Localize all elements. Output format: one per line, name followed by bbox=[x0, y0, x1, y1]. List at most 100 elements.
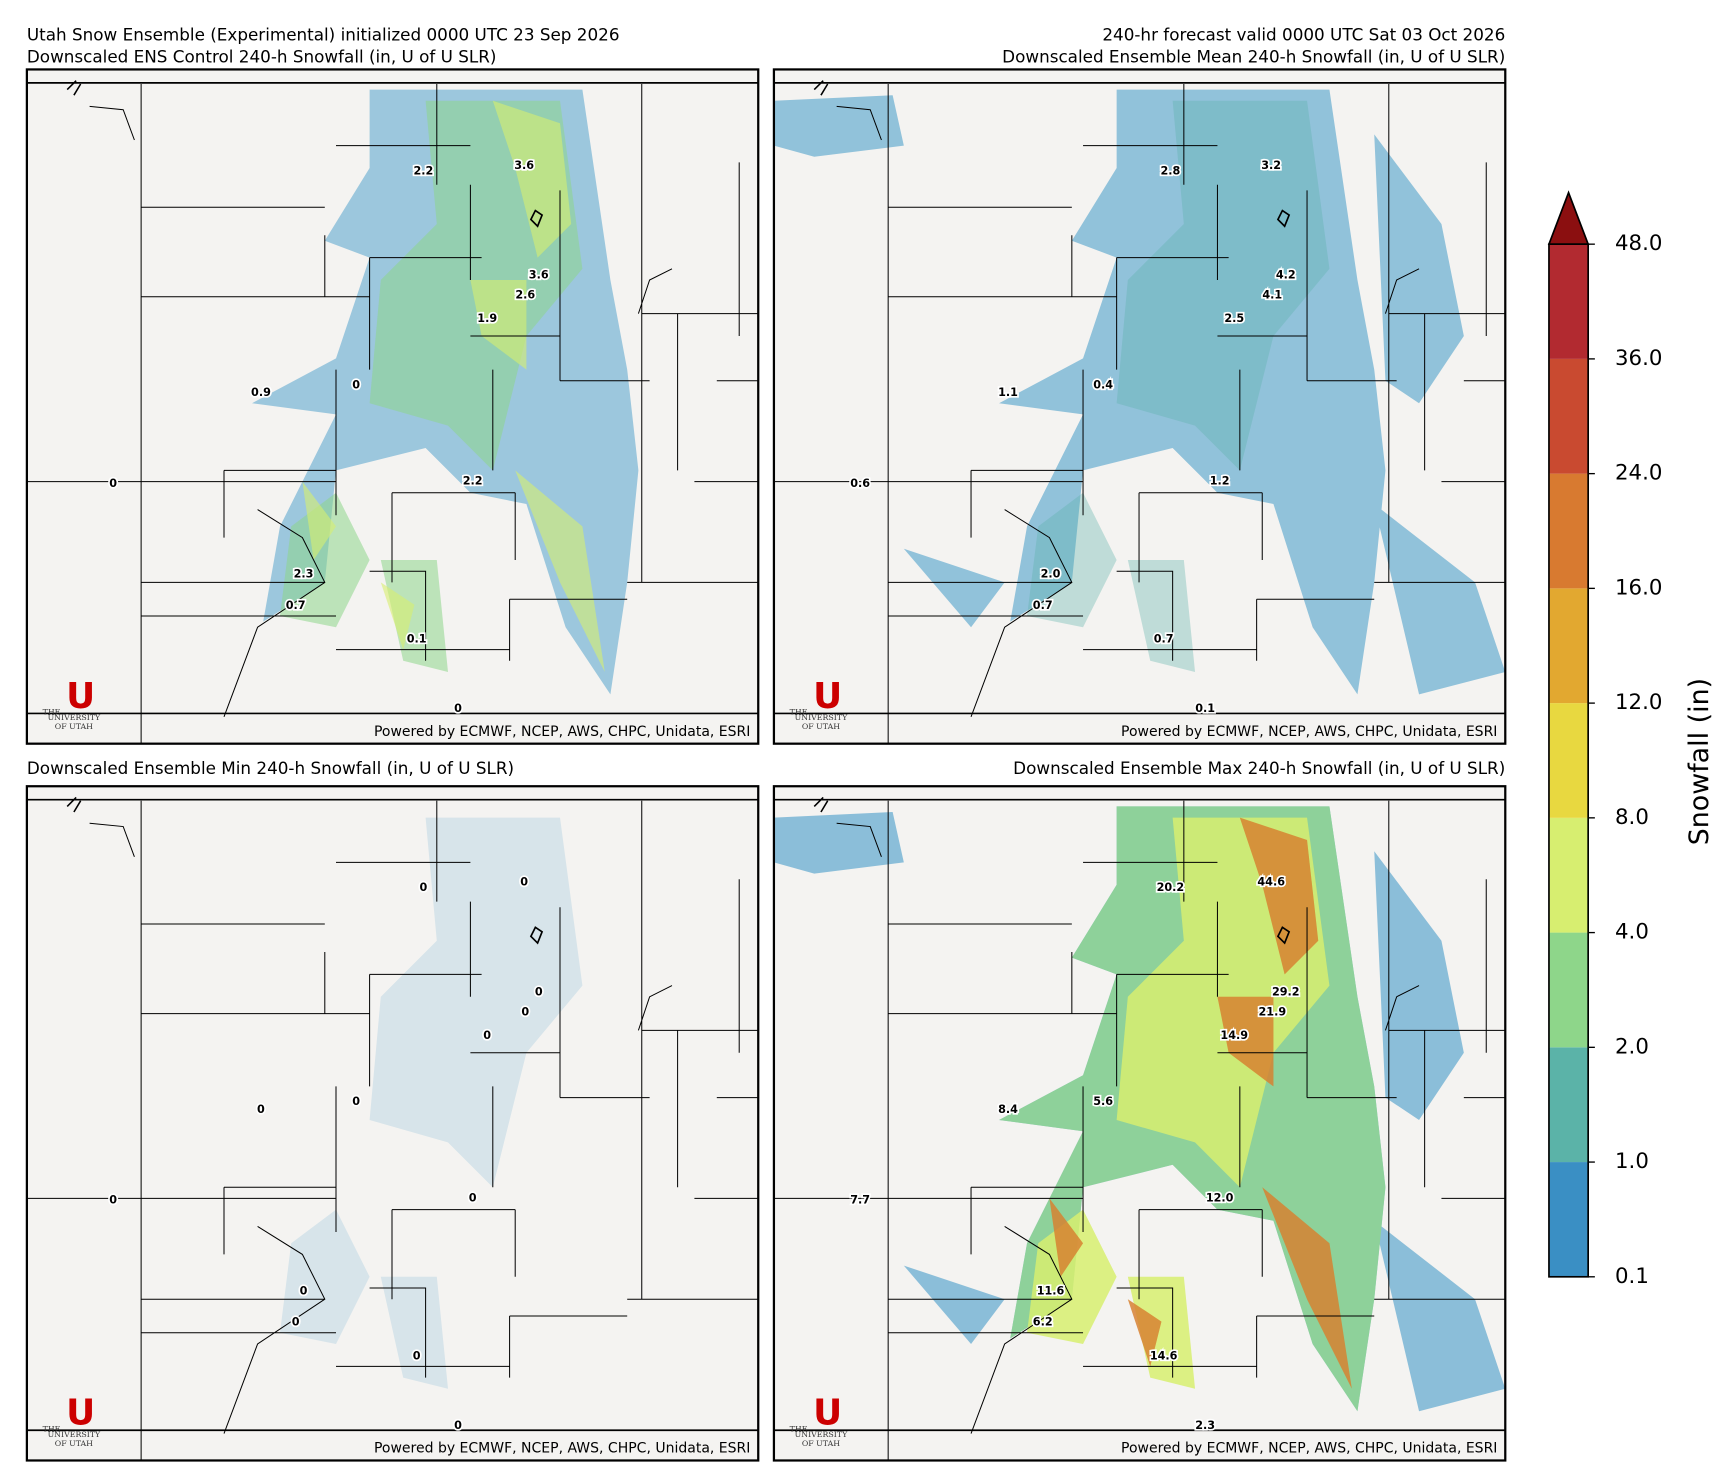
logo-text: OF UTAH bbox=[55, 1439, 93, 1448]
point-label: 0.6 bbox=[850, 477, 870, 490]
logo-letter: U bbox=[66, 676, 95, 717]
point-label: 4.2 bbox=[1276, 269, 1296, 282]
colorbar-segment bbox=[1548, 817, 1589, 933]
logo-text: UNIVERSITY bbox=[48, 713, 101, 722]
point-label: 0 bbox=[535, 985, 543, 998]
map-frame bbox=[772, 68, 1507, 745]
point-label: 1.1 bbox=[998, 386, 1018, 399]
point-label: 29.2 bbox=[1272, 985, 1300, 998]
logo-text: UNIVERSITY bbox=[795, 713, 848, 722]
logo-text: THE bbox=[43, 708, 61, 717]
point-label: 0 bbox=[469, 1191, 477, 1204]
colorbar-segment bbox=[1548, 1162, 1589, 1277]
point-label: 2.8 bbox=[1160, 164, 1180, 177]
header-right-title: 240-hr forecast valid 0000 UTC Sat 03 Oc… bbox=[1102, 24, 1505, 44]
point-label: 0.1 bbox=[407, 633, 427, 646]
colorbar-tick-label: 2.0 bbox=[1615, 1034, 1649, 1059]
panel-title: Downscaled Ensemble Min 240-h Snowfall (… bbox=[27, 758, 514, 778]
colorbar-tick-label: 48.0 bbox=[1615, 231, 1662, 256]
point-label: 5.6 bbox=[1093, 1095, 1113, 1108]
logo-text: UNIVERSITY bbox=[48, 1430, 101, 1439]
point-label: 0 bbox=[300, 1284, 308, 1297]
snowfall-area bbox=[773, 89, 1506, 695]
map-panel: Downscaled Ensemble Mean 240-h Snowfall … bbox=[772, 47, 1507, 745]
point-label: 2.5 bbox=[1224, 312, 1244, 325]
colorbar-segment bbox=[1548, 358, 1589, 474]
header-left-title: Utah Snow Ensemble (Experimental) initia… bbox=[27, 24, 620, 44]
point-label: 0.1 bbox=[1195, 702, 1215, 715]
point-label: 0 bbox=[454, 1419, 462, 1432]
credit: Powered by ECMWF, NCEP, AWS, CHPC, Unida… bbox=[1121, 724, 1497, 740]
map-frame bbox=[25, 785, 760, 1462]
point-label: 20.2 bbox=[1157, 881, 1185, 894]
point-label: 6.2 bbox=[1033, 1316, 1053, 1329]
map-panel: Downscaled ENS Control 240-h Snowfall (i… bbox=[25, 47, 760, 745]
point-label: 0.7 bbox=[286, 599, 306, 612]
colorbar-frame bbox=[1548, 243, 1590, 1278]
colorbar-segment bbox=[1548, 703, 1589, 818]
point-label: 2.2 bbox=[463, 475, 483, 488]
logo-letter: U bbox=[66, 1393, 95, 1434]
point-label: 0 bbox=[257, 1103, 265, 1116]
point-label: 0.7 bbox=[1033, 599, 1053, 612]
point-label: 2.0 bbox=[1041, 568, 1061, 581]
point-label: 7.7 bbox=[850, 1194, 870, 1207]
colorbar-tick-label: 12.0 bbox=[1615, 690, 1662, 715]
map-frame bbox=[25, 68, 760, 745]
point-label: 0 bbox=[352, 378, 360, 391]
panel-title: Downscaled Ensemble Max 240-h Snowfall (… bbox=[1013, 758, 1505, 778]
point-label: 1.9 bbox=[477, 312, 497, 325]
point-label: 21.9 bbox=[1259, 1005, 1287, 1018]
colorbar-tick-label: 36.0 bbox=[1615, 346, 1662, 371]
map bbox=[773, 69, 1506, 744]
colorbar-tick-label: 4.0 bbox=[1615, 920, 1649, 945]
map-panel: Downscaled Ensemble Min 240-h Snowfall (… bbox=[25, 758, 760, 1462]
colorbar-tick-label: 1.0 bbox=[1615, 1149, 1649, 1174]
snowfall-area bbox=[280, 100, 583, 673]
colorbar-tick-label: 24.0 bbox=[1615, 461, 1662, 486]
colorbar-segment bbox=[1548, 1047, 1589, 1163]
point-label: 2.2 bbox=[413, 164, 433, 177]
point-label: 0 bbox=[292, 1316, 300, 1329]
point-label: 14.6 bbox=[1150, 1349, 1178, 1362]
credit: Powered by ECMWF, NCEP, AWS, CHPC, Unida… bbox=[374, 724, 750, 740]
colorbar: 0.1 1.0 2.0 4.0 8.0 12.0 16.0 24.0 36.0 48.0 Snowf… bbox=[1547, 190, 1715, 1289]
point-label: 0 bbox=[520, 876, 528, 889]
point-label: 14.9 bbox=[1220, 1029, 1248, 1042]
snowfall-area bbox=[1027, 100, 1330, 673]
point-label: 0 bbox=[419, 881, 427, 894]
credit: Powered by ECMWF, NCEP, AWS, CHPC, Unida… bbox=[1121, 1441, 1497, 1457]
logo-text: THE bbox=[790, 708, 808, 717]
point-label: 0.9 bbox=[251, 386, 271, 399]
point-label: 0 bbox=[454, 702, 462, 715]
point-label: 2.6 bbox=[515, 289, 535, 302]
point-label: 44.6 bbox=[1257, 876, 1285, 889]
colorbar-segment bbox=[1548, 932, 1589, 1048]
map bbox=[26, 786, 759, 1461]
panels: Downscaled ENS Control 240-h Snowfall (i… bbox=[25, 47, 1507, 1462]
point-label: 2.3 bbox=[294, 568, 314, 581]
colorbar-tick-label: 0.1 bbox=[1615, 1264, 1649, 1289]
colorbar-segment bbox=[1548, 244, 1589, 359]
colorbar-label: Snowfall (in) bbox=[1684, 678, 1715, 845]
logo-text: THE bbox=[43, 1424, 61, 1433]
point-label: 0.4 bbox=[1093, 378, 1113, 391]
logo-text: OF UTAH bbox=[55, 722, 93, 731]
point-label: 0 bbox=[109, 1194, 117, 1207]
map-background bbox=[26, 786, 759, 1461]
colorbar-segment bbox=[1548, 473, 1589, 589]
point-label: 8.4 bbox=[998, 1103, 1018, 1116]
panel-title: Downscaled Ensemble Mean 240-h Snowfall … bbox=[1002, 47, 1505, 67]
logo-text: UNIVERSITY bbox=[795, 1430, 848, 1439]
point-label: 3.6 bbox=[529, 269, 549, 282]
point-label: 0 bbox=[413, 1349, 421, 1362]
point-label: 3.2 bbox=[1261, 159, 1281, 172]
logo-text: OF UTAH bbox=[802, 722, 840, 731]
point-label: 0 bbox=[521, 1005, 529, 1018]
point-label: 1.2 bbox=[1210, 475, 1230, 488]
colorbar-tick-label: 8.0 bbox=[1615, 805, 1649, 830]
map-frame bbox=[772, 785, 1507, 1462]
logo-text: THE bbox=[790, 1424, 808, 1433]
map-panel: Downscaled Ensemble Max 240-h Snowfall (… bbox=[772, 758, 1507, 1462]
